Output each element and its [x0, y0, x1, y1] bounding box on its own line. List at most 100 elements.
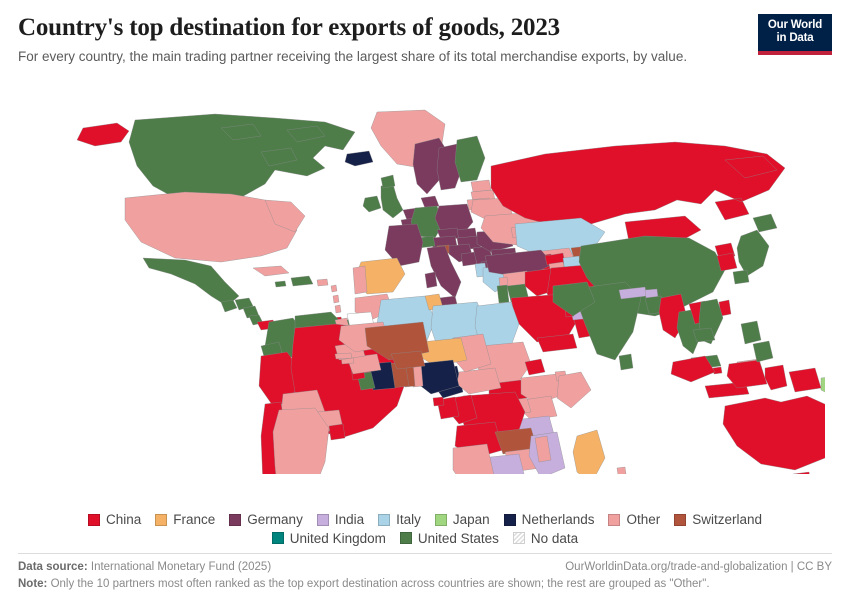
legend-item[interactable]: Netherlands	[503, 512, 595, 527]
owid-logo[interactable]: Our World in Data	[758, 14, 832, 55]
legend-item[interactable]: China	[87, 513, 141, 527]
map-country-alaska[interactable]	[77, 123, 129, 146]
chart-note: Note: Only the 10 partners most often ra…	[18, 578, 832, 590]
legend-item[interactable]: Japan	[434, 512, 490, 527]
map-country-australia[interactable]	[723, 396, 825, 470]
legend-swatch	[87, 513, 100, 526]
legend-item[interactable]: India	[316, 512, 365, 527]
legend-item[interactable]: Other	[608, 513, 660, 527]
map-country-japan-hokkaido[interactable]	[753, 214, 777, 232]
map-country-puerto-rico[interactable]	[317, 279, 328, 286]
legend-swatch	[608, 513, 621, 526]
map-country-iceland[interactable]	[345, 151, 373, 166]
map-country-indonesia-sumatra[interactable]	[671, 356, 715, 382]
legend-label: Germany	[247, 512, 303, 527]
legend-item[interactable]: Switzerland	[674, 513, 762, 527]
map-country-burkina-faso[interactable]	[391, 351, 425, 369]
map-country-gambia[interactable]	[335, 353, 352, 359]
legend-item[interactable]: France	[155, 513, 215, 527]
map-country-us-mainland[interactable]	[125, 192, 297, 262]
map-country-mexico[interactable]	[143, 258, 239, 306]
map-country-uk-scotland[interactable]	[381, 175, 395, 188]
legend-swatch	[155, 513, 168, 526]
map-country-indonesia-borneo[interactable]	[727, 360, 767, 388]
legend-item[interactable]: United Kingdom	[271, 530, 386, 546]
map-country-yemen[interactable]	[537, 334, 577, 352]
map-country-uk-main[interactable]	[381, 184, 403, 218]
legend-label: Netherlands	[521, 512, 595, 527]
owid-link[interactable]: OurWorldinData.org/trade-and-globalizati…	[565, 561, 832, 573]
data-source-value: International Monetary Fund (2025)	[90, 561, 272, 573]
map-country-pakistan[interactable]	[553, 282, 595, 316]
map-country-finland[interactable]	[455, 136, 485, 182]
legend-item[interactable]: United States	[399, 530, 499, 546]
map-country-argentina[interactable]	[273, 408, 329, 474]
map-country-indonesia-papua[interactable]	[789, 368, 821, 392]
map-country-japan-main[interactable]	[737, 230, 769, 276]
map-country-mauritius[interactable]	[617, 467, 626, 474]
world-choropleth-map[interactable]	[25, 106, 825, 474]
map-country-guatemala[interactable]	[221, 300, 237, 312]
map-country-madagascar[interactable]	[573, 430, 605, 474]
map-country-canada[interactable]	[129, 114, 355, 202]
map-country-uruguay[interactable]	[329, 424, 345, 440]
map-country-jamaica[interactable]	[275, 281, 286, 287]
map-country-philippines-2[interactable]	[753, 341, 773, 362]
legend-label: India	[334, 512, 365, 527]
legend-swatch	[503, 513, 516, 526]
map-country-italy-ctry[interactable]	[427, 246, 461, 298]
map-country-france-ctry[interactable]	[385, 224, 423, 266]
map-country-sri-lanka[interactable]	[619, 354, 633, 370]
map-country-guinea[interactable]	[347, 354, 381, 374]
map-country-sardinia[interactable]	[425, 272, 437, 288]
legend-row-secondary: United Kingdom United States No data	[28, 530, 822, 546]
legend-swatch	[674, 513, 687, 526]
map-country-eq-guinea[interactable]	[433, 397, 444, 406]
map-country-lesser-antilles-2[interactable]	[333, 295, 339, 303]
map-country-philippines-1[interactable]	[741, 321, 761, 344]
map-country-singapore[interactable]	[713, 367, 722, 374]
map-country-tasmania[interactable]	[793, 472, 811, 474]
legend-label: United Kingdom	[289, 530, 386, 546]
legend-row-primary: China France Germany India Italy Japan Netherl…	[28, 513, 822, 527]
map-country-us-east[interactable]	[265, 200, 305, 232]
map-country-lesser-antilles-3[interactable]	[335, 305, 341, 313]
map-country-namibia[interactable]	[453, 444, 495, 474]
legend-swatch	[271, 532, 284, 545]
map-country-cambodia[interactable]	[693, 328, 715, 342]
chart-header: Country's top destination for exports of…	[18, 14, 832, 67]
legend-item[interactable]: Italy	[378, 513, 421, 527]
legend-label: United States	[417, 530, 499, 546]
map-country-malawi[interactable]	[535, 436, 551, 462]
legend-label: No data	[530, 530, 579, 546]
map-country-israel[interactable]	[497, 285, 509, 303]
world-map-container[interactable]	[18, 71, 832, 509]
map-country-portugal[interactable]	[353, 266, 367, 294]
legend-swatch	[316, 513, 329, 526]
map-country-cuba[interactable]	[253, 266, 289, 276]
map-country-somalia[interactable]	[557, 372, 591, 408]
chart-note-label: Note:	[18, 578, 48, 590]
legend-swatch	[512, 532, 525, 545]
legend-swatch	[378, 513, 391, 526]
map-country-japan-kyushu[interactable]	[733, 270, 749, 284]
map-country-estonia[interactable]	[471, 180, 491, 192]
legend-label: Japan	[452, 512, 490, 527]
owid-logo-line1: Our World	[767, 19, 823, 31]
legend-label: Switzerland	[692, 512, 763, 527]
legend-swatch	[229, 513, 242, 526]
map-country-ireland[interactable]	[363, 196, 381, 212]
map-country-indonesia-sulawesi[interactable]	[765, 365, 787, 390]
map-country-hispaniola[interactable]	[291, 276, 313, 286]
map-country-south-korea[interactable]	[717, 253, 737, 271]
map-country-russia[interactable]	[491, 142, 785, 226]
legend-item[interactable]: No data	[512, 530, 579, 546]
chart-footer: Data source: International Monetary Fund…	[18, 553, 832, 590]
map-country-lesser-antilles-1[interactable]	[331, 285, 337, 292]
map-country-eritrea[interactable]	[525, 359, 545, 375]
legend-item[interactable]: Germany	[229, 513, 303, 527]
legend-label: Other	[626, 512, 661, 527]
map-country-png[interactable]	[821, 374, 825, 398]
data-source: Data source: International Monetary Fund…	[18, 561, 271, 573]
